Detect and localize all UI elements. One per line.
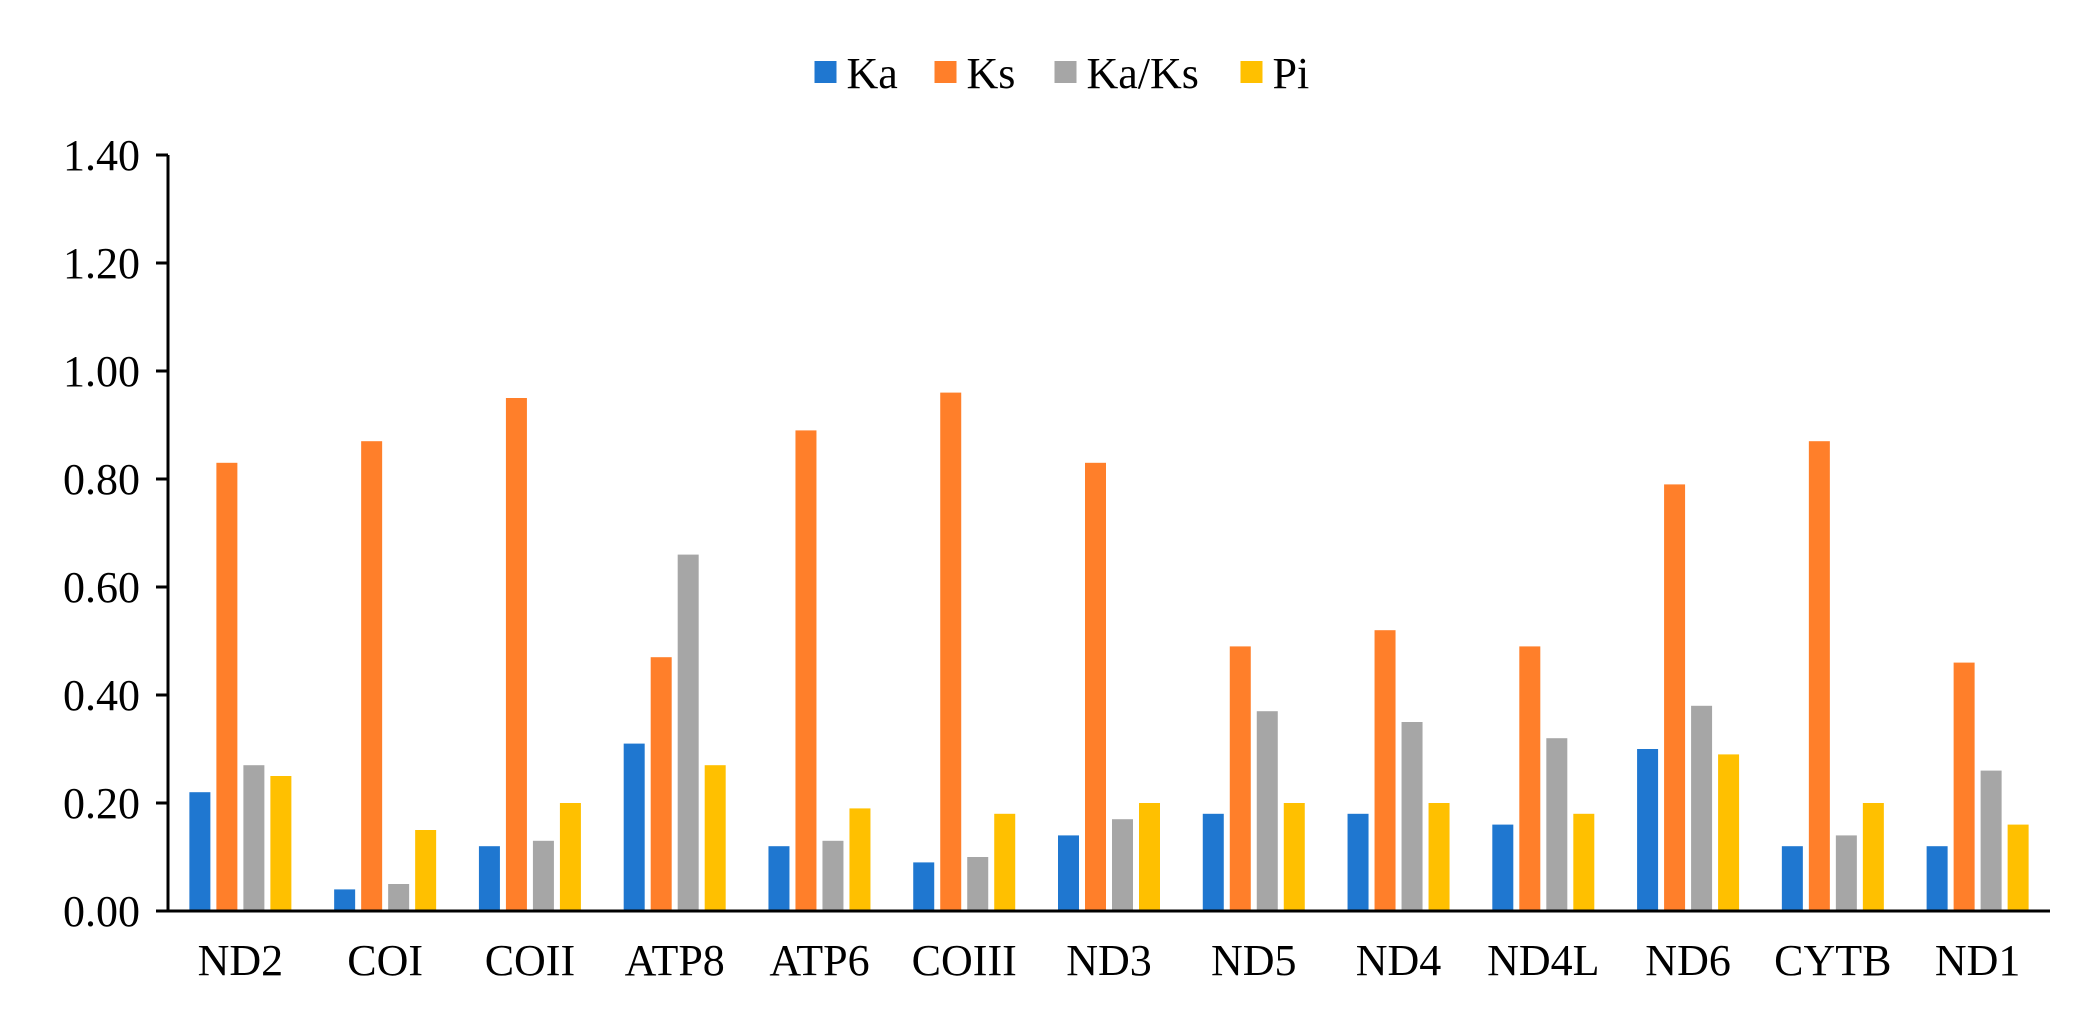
y-tick-label: 0.80	[63, 455, 140, 504]
bar-ka-ks-atp8	[677, 554, 699, 911]
x-tick-label: ATP6	[769, 936, 869, 985]
legend-label-pi: Pi	[1273, 49, 1310, 98]
bar-ka-nd1	[1926, 846, 1948, 911]
bar-ka-ks-nd6	[1691, 705, 1713, 911]
bar-pi-coi	[415, 830, 437, 911]
bar-ka-ks-cytb	[1835, 835, 1857, 911]
x-tick-label: COII	[485, 936, 575, 985]
bar-ks-nd2	[216, 462, 238, 911]
bar-ka-ks-coiii	[967, 857, 989, 911]
bar-ka-ks-nd3	[1112, 819, 1133, 911]
bar-ks-nd4l	[1519, 646, 1541, 911]
bar-ks-nd1	[1953, 662, 1975, 911]
bar-pi-nd3	[1139, 803, 1160, 911]
bar-ka-nd3	[1058, 835, 1079, 911]
bars	[189, 392, 2029, 912]
bar-pi-nd5	[1283, 803, 1305, 911]
y-tick-label: 0.40	[63, 671, 140, 720]
bar-ks-cytb	[1808, 441, 1830, 911]
bar-pi-atp8	[704, 765, 726, 911]
bar-ka-nd4l	[1492, 824, 1514, 911]
legend-swatch-ka	[814, 61, 837, 83]
bar-ka-cytb	[1781, 846, 1803, 911]
bar-ka-atp8	[623, 743, 645, 911]
y-tick-label: 0.00	[63, 887, 140, 936]
bar-ka-nd2	[189, 792, 211, 911]
x-tick-label: ND1	[1935, 936, 2021, 985]
x-tick-label: COIII	[912, 936, 1017, 985]
bar-ks-atp6	[795, 430, 817, 911]
bar-pi-cytb	[1862, 803, 1884, 911]
bar-ka-nd5	[1202, 813, 1224, 911]
x-tick-label: CYTB	[1774, 936, 1891, 985]
legend-swatch-ka-ks	[1054, 61, 1077, 83]
bar-ka-ks-nd4l	[1546, 738, 1568, 911]
bar-pi-coii	[559, 803, 581, 911]
bar-ka-ks-atp6	[822, 840, 844, 911]
legend-swatch-ks	[934, 61, 957, 83]
bar-ka-coii	[478, 846, 500, 911]
bar-ks-nd6	[1664, 484, 1686, 911]
x-tick-label: ND3	[1066, 936, 1152, 985]
legend-label-ks: Ks	[967, 49, 1016, 98]
bar-ka-nd6	[1637, 749, 1659, 911]
bar-pi-nd4l	[1573, 813, 1595, 911]
bar-pi-nd2	[270, 776, 292, 911]
x-tick-label: ND2	[198, 936, 284, 985]
bar-ka-ks-nd4	[1401, 722, 1423, 911]
bar-ks-atp8	[650, 657, 672, 911]
y-tick-label: 1.20	[63, 239, 140, 288]
bar-ks-nd3	[1085, 462, 1106, 911]
bar-ka-coi	[334, 889, 356, 911]
y-tick-label: 0.20	[63, 779, 140, 828]
y-tick-label: 0.60	[63, 563, 140, 612]
bar-ks-coii	[505, 398, 527, 911]
bar-pi-coiii	[994, 813, 1016, 911]
x-tick-label: ND6	[1645, 936, 1731, 985]
bar-pi-nd1	[2007, 824, 2029, 911]
bar-ka-atp6	[768, 846, 790, 911]
bar-ks-nd5	[1229, 646, 1251, 911]
legend-swatch-pi	[1240, 61, 1263, 83]
bar-ka-ks-nd2	[243, 765, 265, 911]
x-tick-label: ND4L	[1487, 936, 1599, 985]
bar-pi-nd4	[1428, 803, 1450, 911]
bar-pi-atp6	[849, 808, 871, 911]
bar-ka-ks-coi	[388, 884, 410, 911]
bar-ks-nd4	[1374, 630, 1396, 911]
bar-ka-coiii	[913, 862, 935, 911]
bar-pi-nd6	[1718, 754, 1740, 911]
bar-ka-ks-coii	[532, 840, 554, 911]
x-tick-label: ATP8	[625, 936, 725, 985]
y-tick-label: 1.40	[63, 131, 140, 180]
bar-ka-ks-nd5	[1256, 711, 1278, 911]
bar-ka-ks-nd1	[1980, 770, 2002, 911]
bar-ks-coi	[361, 441, 383, 911]
x-axis: ND2 COI COII ATP8 ATP6 COIII ND3 ND5 ND4 ND4L ND6 C…	[168, 909, 2050, 985]
x-tick-label: ND5	[1211, 936, 1297, 985]
bar-ka-nd4	[1347, 813, 1369, 911]
bar-ks-coiii	[940, 392, 962, 912]
legend: Ka Ks Ka/Ks Pi	[814, 49, 1310, 98]
x-tick-label: COI	[347, 936, 423, 985]
y-axis: 0.00 0.20 0.40 0.60 0.80 1.00 1.20 1.40	[63, 131, 170, 936]
legend-label-ka-ks: Ka/Ks	[1087, 49, 1199, 98]
x-tick-label: ND4	[1356, 936, 1442, 985]
legend-label-ka: Ka	[847, 49, 898, 98]
y-tick-label: 1.00	[63, 347, 140, 396]
